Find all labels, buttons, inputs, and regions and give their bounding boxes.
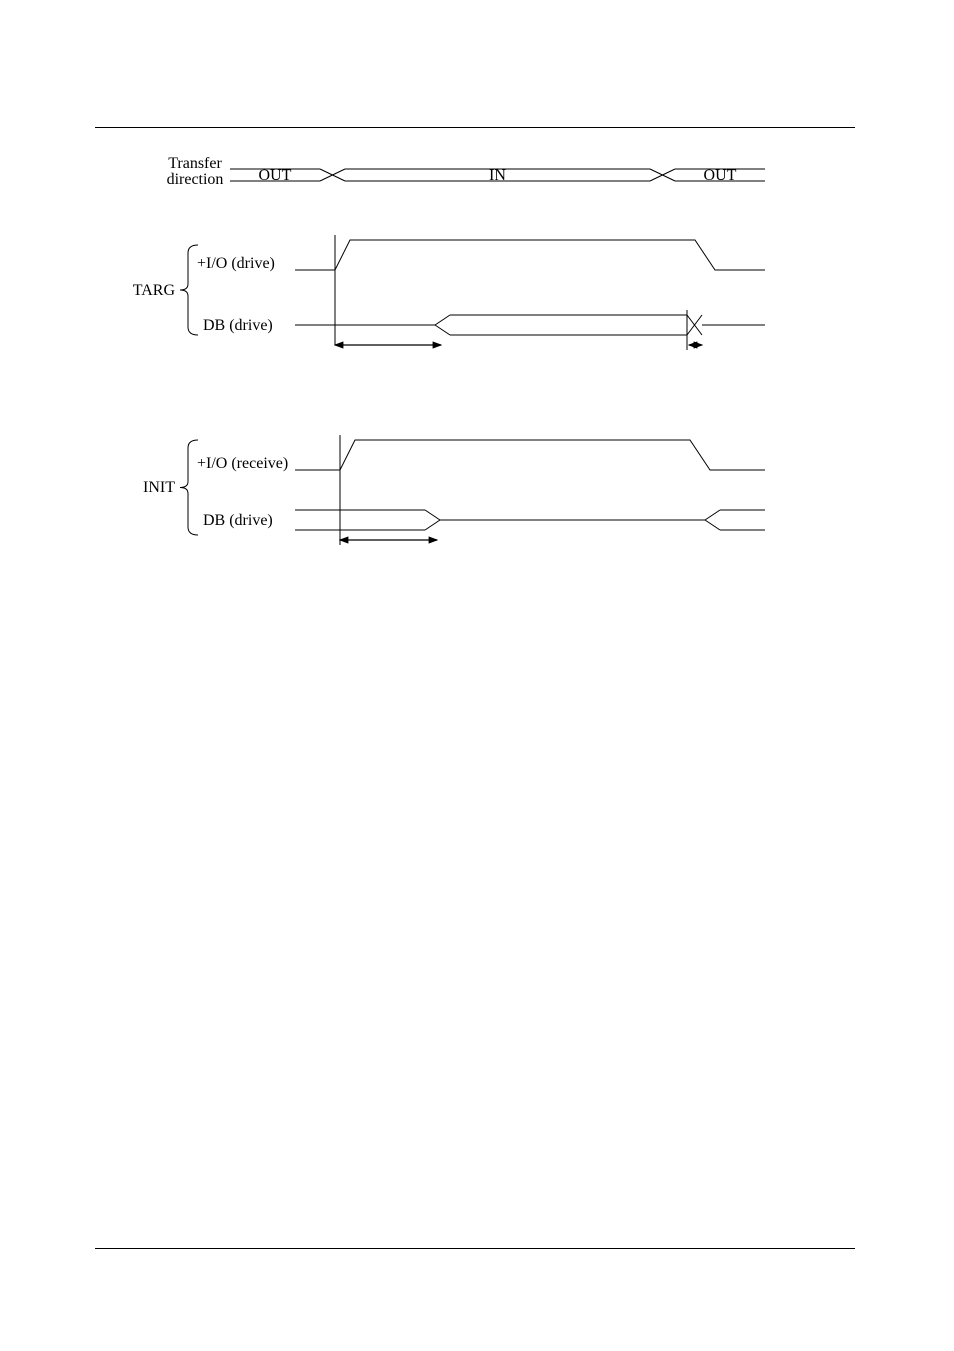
targ-db-open	[435, 325, 450, 335]
timing-diagram: Transfer direction TARG INIT +I/O (drive…	[95, 140, 855, 610]
targ-db-open	[435, 315, 450, 325]
init-brace	[180, 440, 198, 535]
targ-db-label: DB (drive)	[203, 317, 273, 334]
transfer-label-1: Transfer	[168, 155, 222, 172]
targ-label: TARG	[133, 282, 176, 299]
init-label: INIT	[143, 479, 175, 496]
transfer-label-2: direction	[167, 171, 224, 188]
dir-label: OUT	[259, 167, 292, 184]
init-db-close	[425, 510, 440, 520]
init-db-label: DB (drive)	[203, 512, 273, 529]
dir-label: IN	[489, 167, 506, 184]
init-io-wave	[295, 440, 765, 470]
bottom-rule	[95, 1248, 855, 1249]
init-io-label: +I/O (receive)	[197, 455, 288, 472]
targ-brace	[180, 245, 198, 335]
targ-io-wave	[295, 240, 765, 270]
dir-label: OUT	[704, 167, 737, 184]
init-db-open	[705, 510, 720, 520]
init-db-close	[425, 520, 440, 530]
targ-io-label: +I/O (drive)	[197, 255, 275, 272]
init-db-open	[705, 520, 720, 530]
top-rule	[95, 127, 855, 128]
